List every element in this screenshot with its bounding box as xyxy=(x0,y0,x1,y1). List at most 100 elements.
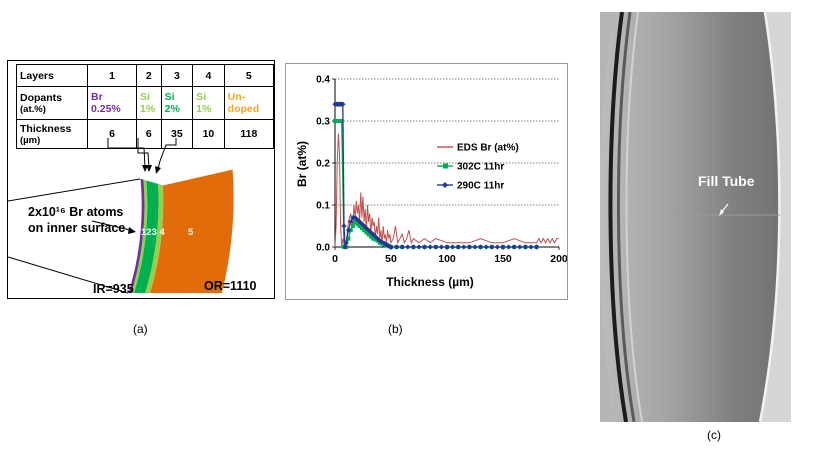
dopant-element: Un- xyxy=(227,91,246,103)
point-302c xyxy=(333,119,337,123)
y-axis-label: Br (at%) xyxy=(295,141,309,187)
dopant-value: 2% xyxy=(164,103,180,115)
point-302c xyxy=(371,236,376,241)
x-tick-label: 200 xyxy=(550,253,567,265)
fill-tube-label: Fill Tube xyxy=(698,173,755,189)
legend-marker-square xyxy=(443,163,448,169)
dopant-element: Br xyxy=(90,91,103,103)
outer-background xyxy=(760,12,791,422)
point-290c xyxy=(461,244,467,250)
point-290c xyxy=(341,223,347,229)
point-290c xyxy=(455,244,461,250)
panel-a-layer-diagram: Layers 1 2 3 4 5 Dopants (at.%) Br 0.25%… xyxy=(7,60,275,299)
dopant-element: Si xyxy=(196,91,207,103)
shell-interior xyxy=(600,12,791,422)
dopants-unit: (at.%) xyxy=(20,103,46,115)
layer-1-ring xyxy=(128,178,145,293)
dopant-value: 1% xyxy=(196,103,212,115)
caption-c: (c) xyxy=(707,428,721,442)
grid-lines xyxy=(335,78,559,206)
point-290c xyxy=(416,244,422,250)
dopant-element: Si xyxy=(140,91,150,103)
connector-layer-3 xyxy=(157,138,177,170)
point-290c xyxy=(444,244,450,250)
point-290c xyxy=(405,244,411,250)
dopant-value: 1% xyxy=(140,103,156,115)
radius-lines xyxy=(8,178,141,294)
point-290c xyxy=(388,244,394,250)
point-302c xyxy=(373,237,378,242)
dopant-element: Si xyxy=(164,91,175,103)
point-290c xyxy=(450,244,456,250)
point-302c xyxy=(362,228,367,233)
layer-5-label: 5 xyxy=(188,227,194,238)
ir-label: IR=935 xyxy=(93,282,134,296)
x-tick-label: 0 xyxy=(332,253,338,265)
thickness-layer-4: 10 xyxy=(192,119,225,149)
x-tick-label: 100 xyxy=(438,253,456,265)
surface-arrowhead xyxy=(128,227,136,234)
thickness-layer-1: 6 xyxy=(86,119,138,149)
point-302c xyxy=(364,230,369,235)
dopant-layer-5: Un- doped xyxy=(223,86,275,120)
layer-4-ring xyxy=(145,183,164,293)
x-tick-label: 50 xyxy=(385,253,397,265)
layer-3-ring xyxy=(134,180,159,293)
table-row-dopants: Dopants (at.%) Br 0.25% Si 1% Si 2% Si 1… xyxy=(16,86,275,120)
shell-cross-section: 2x10¹⁶ Br atoms on inner surface 123 4 5… xyxy=(8,138,257,296)
dopants-label: Dopants xyxy=(20,91,62,104)
layer-2-ring xyxy=(131,179,148,293)
point-290c xyxy=(494,244,500,250)
y-tick-label: 0.0 xyxy=(316,243,330,254)
inner-gas-region xyxy=(600,12,614,422)
point-302c xyxy=(346,236,351,241)
caption-b: (b) xyxy=(388,322,403,336)
surface-pointer xyxy=(91,220,135,232)
point-290c xyxy=(483,244,489,250)
point-302c xyxy=(335,119,340,123)
dopant-value: doped xyxy=(227,103,260,115)
br-profile-chart: 0.0 0.1 0.2 0.3 0.4 0 50 100 150 200 EDS Br (at%)… xyxy=(295,75,568,290)
panel-c-radiograph: Fill Tube xyxy=(600,12,791,422)
inner-shell-band xyxy=(616,12,636,422)
point-290c xyxy=(472,244,478,250)
legend-label: 290C 11hr xyxy=(457,181,504,192)
y-tick-label: 0.2 xyxy=(316,159,330,170)
point-290c xyxy=(345,227,352,233)
connector-layer-2 xyxy=(137,138,150,168)
arrowheads xyxy=(142,165,161,174)
fill-tube-arrowhead xyxy=(719,209,724,216)
connector-lines xyxy=(107,138,177,170)
thickness-layer-5: 118 xyxy=(223,119,275,149)
x-axis-label: Thickness (µm) xyxy=(386,275,474,289)
layer-numbers-label: 123 4 xyxy=(141,227,165,238)
shell-rings xyxy=(128,169,234,293)
ir-line-bottom xyxy=(8,256,129,294)
y-tick-label: 0.4 xyxy=(316,75,330,86)
point-302c xyxy=(368,234,373,239)
point-290c xyxy=(433,244,439,250)
thickness-label: Thickness xyxy=(20,122,72,135)
point-290c xyxy=(506,244,512,250)
point-290c xyxy=(500,244,506,250)
data-series xyxy=(332,101,559,250)
point-290c xyxy=(359,221,365,227)
thickness-header: Thickness (µm) xyxy=(16,119,88,149)
inner-shell-highlight xyxy=(625,12,643,422)
panel-b-chart: 0.0 0.1 0.2 0.3 0.4 0 50 100 150 200 EDS Br (at%)… xyxy=(285,63,568,300)
inner-shell-edge xyxy=(608,12,628,422)
dopant-layer-1: Br 0.25% xyxy=(86,86,138,120)
arrowhead xyxy=(142,165,148,172)
atoms-label-line2: on inner surface xyxy=(28,221,125,235)
point-290c xyxy=(381,240,387,246)
point-290c xyxy=(438,244,444,250)
connector-layer-1 xyxy=(107,138,146,168)
point-302c xyxy=(366,232,371,237)
arrowhead xyxy=(146,165,152,172)
ir-line-top xyxy=(8,178,141,202)
point-290c xyxy=(489,244,495,250)
thickness-unit: (µm) xyxy=(20,134,41,146)
y-tick-label: 0.1 xyxy=(316,201,330,212)
dopant-layer-2: Si 1% xyxy=(136,86,162,120)
point-290c xyxy=(517,244,523,250)
